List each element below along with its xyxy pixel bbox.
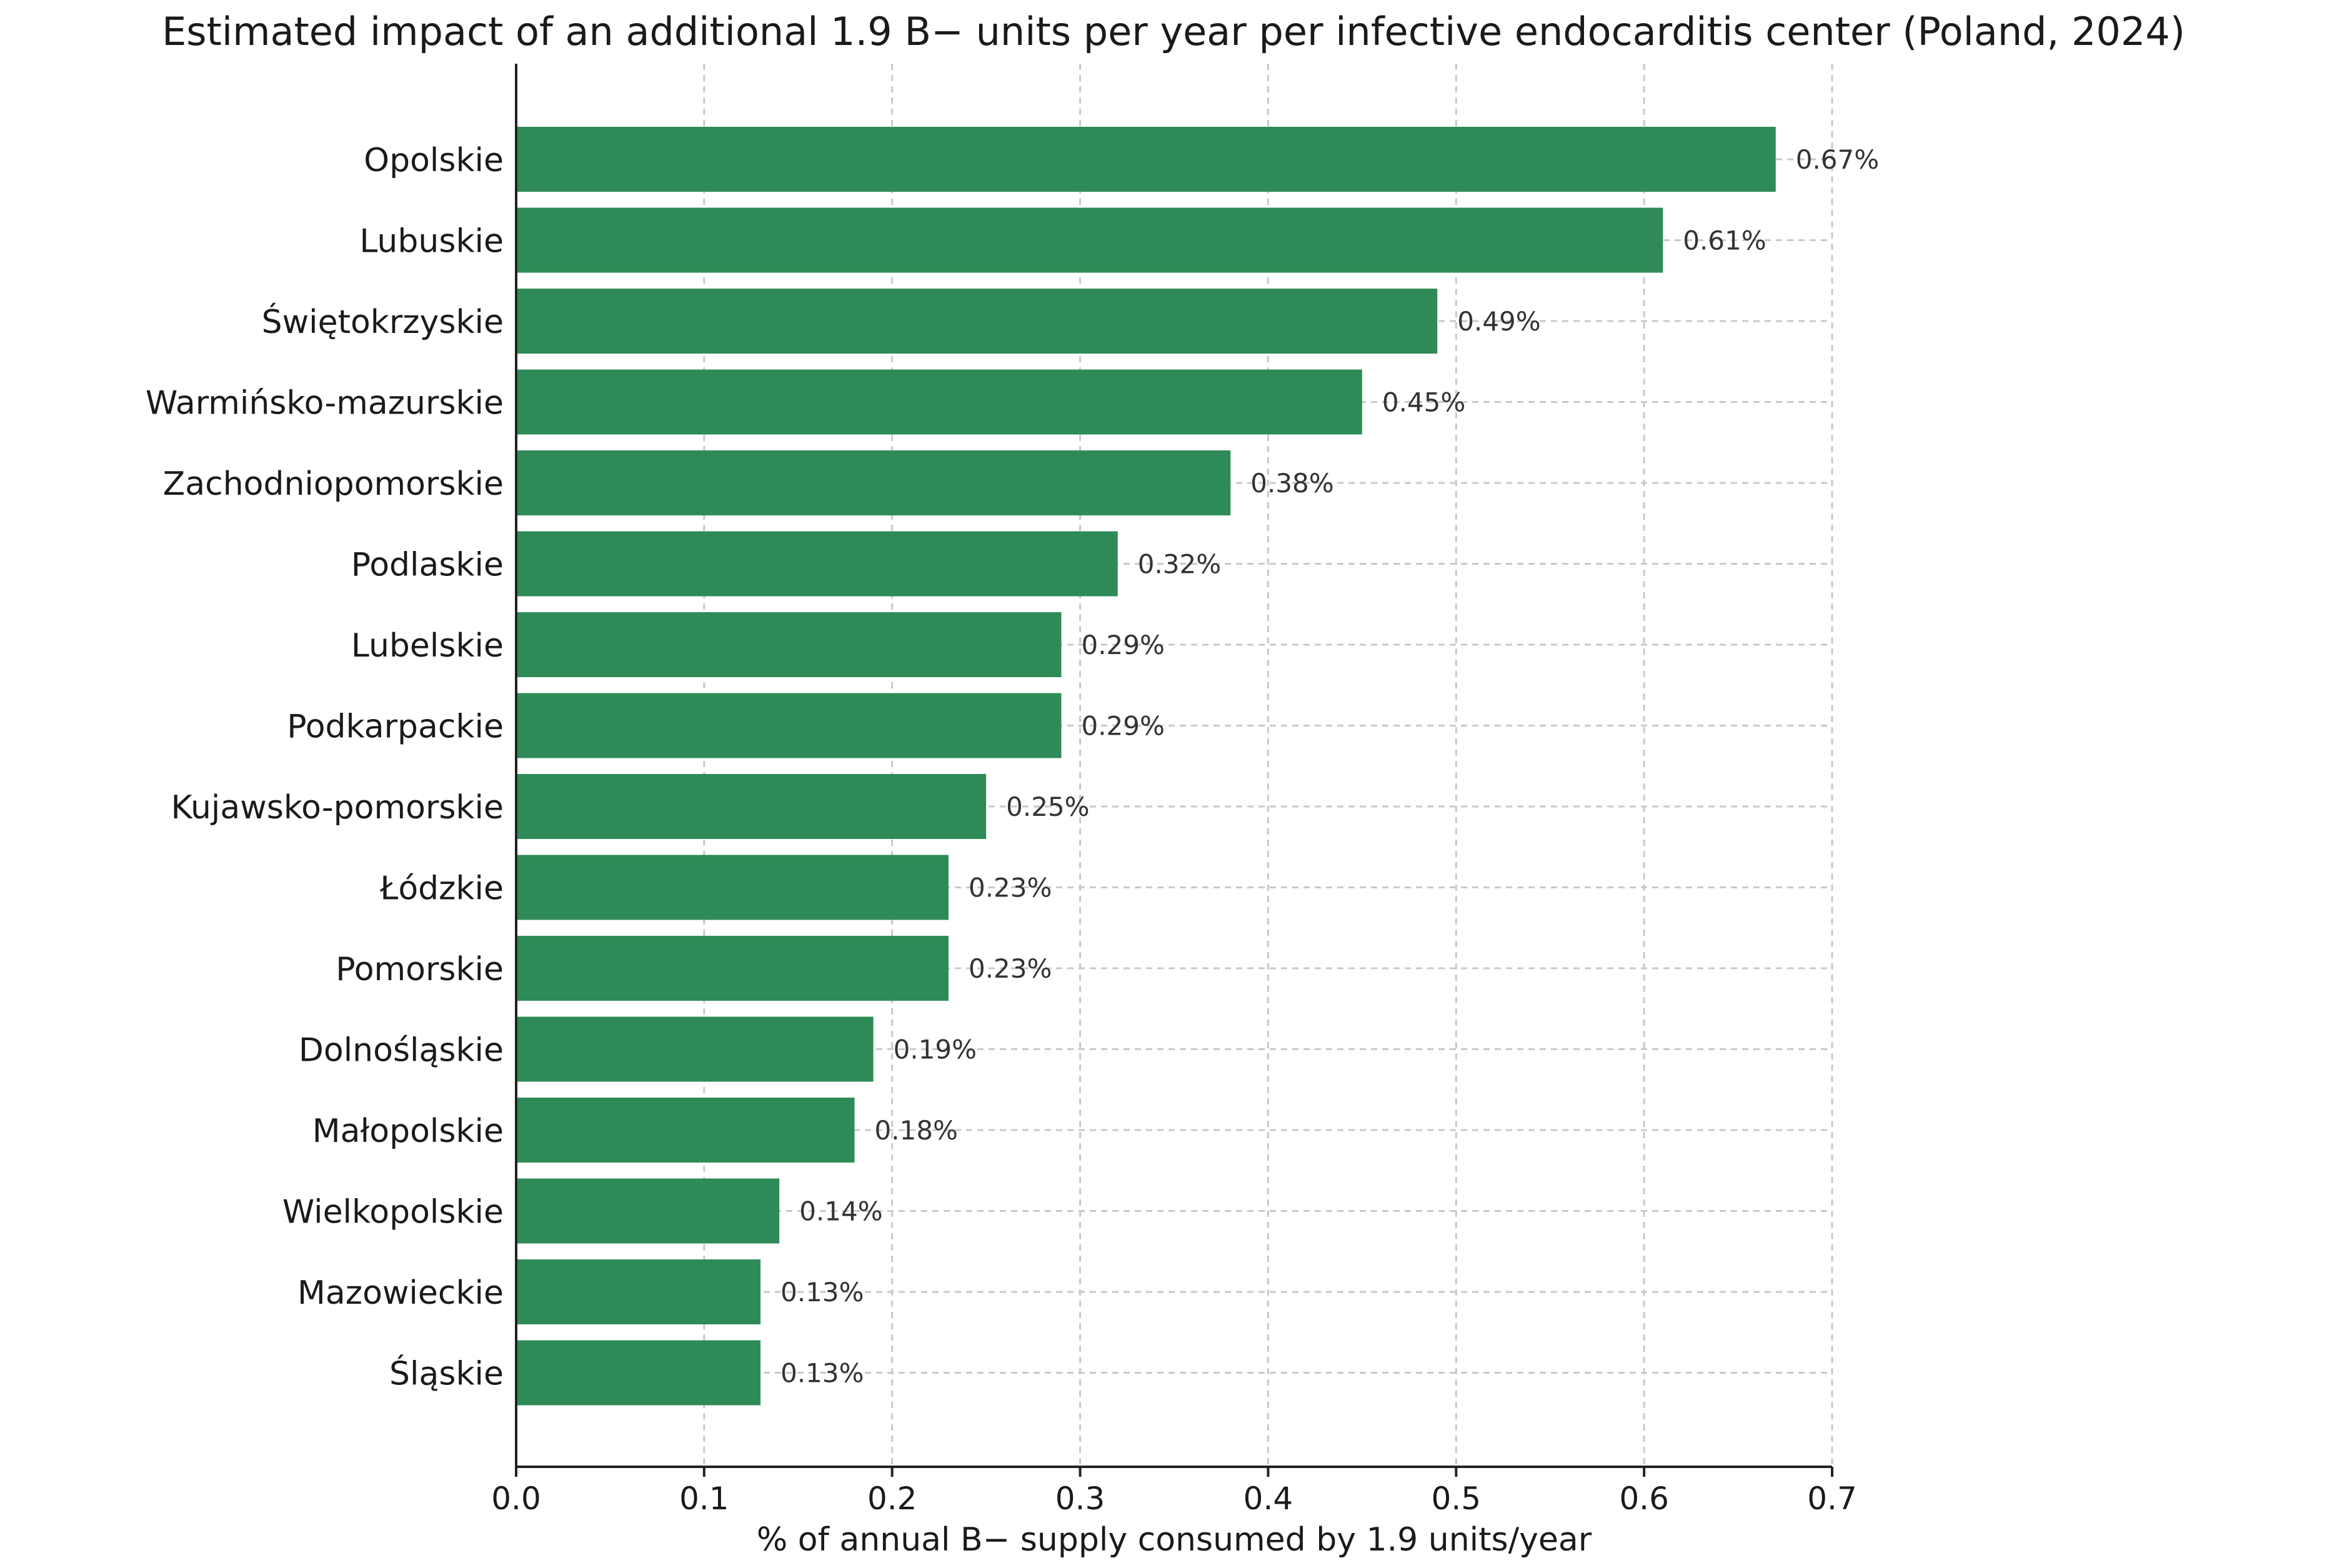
bar-value-label: 0.32% bbox=[1138, 549, 1221, 580]
x-tick-label: 0.5 bbox=[1432, 1481, 1482, 1517]
bar-value-label: 0.61% bbox=[1683, 226, 1766, 256]
bar bbox=[516, 207, 1663, 273]
bar bbox=[516, 289, 1438, 354]
category-label: Mazowieckie bbox=[297, 1274, 504, 1312]
bar bbox=[516, 450, 1231, 515]
category-label: Podkarpackie bbox=[287, 708, 504, 746]
bar bbox=[516, 1178, 780, 1244]
bar bbox=[516, 1098, 855, 1163]
bar bbox=[516, 369, 1362, 435]
category-label: Lubelskie bbox=[351, 627, 504, 665]
bar-value-label: 0.29% bbox=[1081, 711, 1164, 742]
category-label: Łódzkie bbox=[379, 870, 504, 908]
bar bbox=[516, 693, 1062, 758]
category-label: Śląskie bbox=[389, 1354, 504, 1393]
category-label: Warmińsko-mazurskie bbox=[146, 385, 504, 422]
bar-value-label: 0.18% bbox=[875, 1115, 958, 1146]
bar-value-label: 0.29% bbox=[1081, 630, 1164, 660]
bar-value-label: 0.14% bbox=[799, 1196, 882, 1227]
bar-value-label: 0.45% bbox=[1382, 387, 1465, 418]
category-label: Dolnośląskie bbox=[299, 1032, 504, 1069]
x-tick-label: 0.4 bbox=[1243, 1481, 1293, 1517]
bar bbox=[516, 1340, 761, 1406]
data-labels: 0.67% 0.61% 0.49% 0.45% 0.38% 0.32% 0.29% 0.29%… bbox=[780, 144, 1879, 1389]
bar-value-label: 0.13% bbox=[780, 1277, 864, 1307]
category-label: Podlaskie bbox=[351, 547, 504, 584]
bars bbox=[516, 127, 1776, 1406]
bar bbox=[516, 1259, 761, 1324]
category-label: Opolskie bbox=[364, 142, 504, 179]
bar bbox=[516, 855, 949, 920]
category-label: Pomorskie bbox=[336, 951, 504, 988]
chart-title: Estimated impact of an additional 1.9 B−… bbox=[162, 9, 2185, 54]
x-axis-label: % of annual B− supply consumed by 1.9 un… bbox=[757, 1521, 1592, 1559]
x-tick-label: 0.7 bbox=[1807, 1481, 1857, 1517]
x-axis-ticks: 0.0 0.1 0.2 0.3 0.4 0.5 0.6 0.7 bbox=[491, 1467, 1857, 1517]
bar-value-label: 0.38% bbox=[1250, 468, 1333, 499]
category-label: Świętokrzyskie bbox=[262, 302, 504, 341]
category-labels: Opolskie Lubuskie Świętokrzyskie Warmińsko-… bbox=[146, 142, 504, 1393]
bar bbox=[516, 936, 949, 1001]
bar bbox=[516, 531, 1118, 597]
bar-value-label: 0.23% bbox=[969, 953, 1052, 984]
x-tick-label: 0.3 bbox=[1055, 1481, 1105, 1517]
bar bbox=[516, 612, 1062, 677]
x-tick-label: 0.6 bbox=[1619, 1481, 1669, 1517]
bar-value-label: 0.49% bbox=[1457, 306, 1540, 337]
category-label: Małopolskie bbox=[312, 1113, 504, 1150]
x-tick-label: 0.1 bbox=[679, 1481, 729, 1517]
x-tick-label: 0.0 bbox=[491, 1481, 541, 1517]
bar-value-label: 0.25% bbox=[1006, 791, 1089, 822]
category-label: Kujawsko-pomorskie bbox=[171, 789, 504, 826]
bar-value-label: 0.19% bbox=[894, 1035, 977, 1065]
category-label: Wielkopolskie bbox=[282, 1194, 504, 1231]
bar-value-label: 0.23% bbox=[969, 873, 1052, 903]
category-label: Lubuskie bbox=[359, 223, 504, 261]
bar bbox=[516, 1016, 874, 1082]
category-label: Zachodniopomorskie bbox=[163, 465, 504, 503]
bar bbox=[516, 127, 1776, 192]
x-tick-label: 0.2 bbox=[867, 1481, 917, 1517]
bar-value-label: 0.13% bbox=[780, 1358, 864, 1389]
bar-value-label: 0.67% bbox=[1796, 144, 1879, 175]
bar bbox=[516, 774, 987, 839]
